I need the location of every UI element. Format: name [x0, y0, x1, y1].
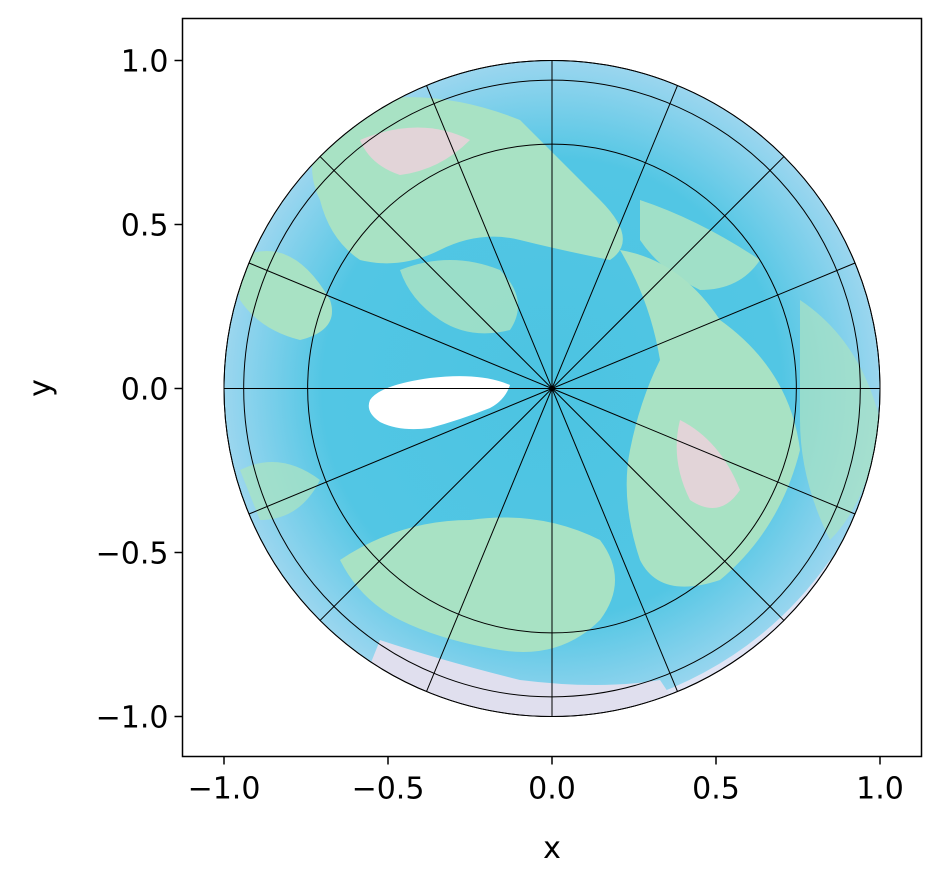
- land-archipelago: [400, 260, 518, 334]
- land-canada-dry: [360, 127, 470, 175]
- meridian-line: [551, 388, 856, 515]
- x-tick-label: −0.5: [352, 772, 425, 807]
- x-tick-label: 0.0: [528, 772, 576, 807]
- graticule: [223, 60, 881, 717]
- land-right-edge: [800, 300, 880, 540]
- meridian-line: [319, 156, 553, 389]
- land-asia: [620, 250, 800, 587]
- y-tick-label: −0.5: [96, 537, 169, 572]
- y-axis-ticks: −1.0 −0.5 0.0 0.5 1.0: [96, 45, 183, 736]
- meridian-line: [551, 262, 856, 389]
- x-axis-ticks: −1.0 −0.5 0.0 0.5 1.0: [188, 756, 904, 807]
- x-axis-label: x: [543, 831, 561, 866]
- meridian-line: [551, 388, 785, 621]
- x-tick-label: 1.0: [856, 772, 904, 807]
- meridian-line: [319, 388, 553, 621]
- meridian-line: [551, 156, 785, 389]
- meridian-line: [248, 388, 553, 515]
- y-tick-label: 1.0: [121, 45, 169, 80]
- land-left-lower: [240, 462, 320, 520]
- meridian-line: [426, 388, 553, 692]
- land-left: [235, 251, 332, 340]
- land-alaska: [640, 200, 760, 290]
- y-tick-label: 0.5: [121, 209, 169, 244]
- meridian-line: [551, 388, 678, 692]
- x-tick-label: 0.5: [692, 772, 740, 807]
- y-axis-label: y: [23, 379, 58, 397]
- y-tick-label: −1.0: [96, 701, 169, 736]
- x-tick-label: −1.0: [188, 772, 261, 807]
- meridian-line: [426, 85, 553, 389]
- land-europe: [340, 517, 615, 652]
- greenland-ice: [368, 376, 510, 430]
- y-tick-label: 0.0: [121, 373, 169, 408]
- meridian-line: [551, 85, 678, 389]
- meridian-line: [248, 262, 553, 389]
- land-asia-dry: [676, 420, 740, 508]
